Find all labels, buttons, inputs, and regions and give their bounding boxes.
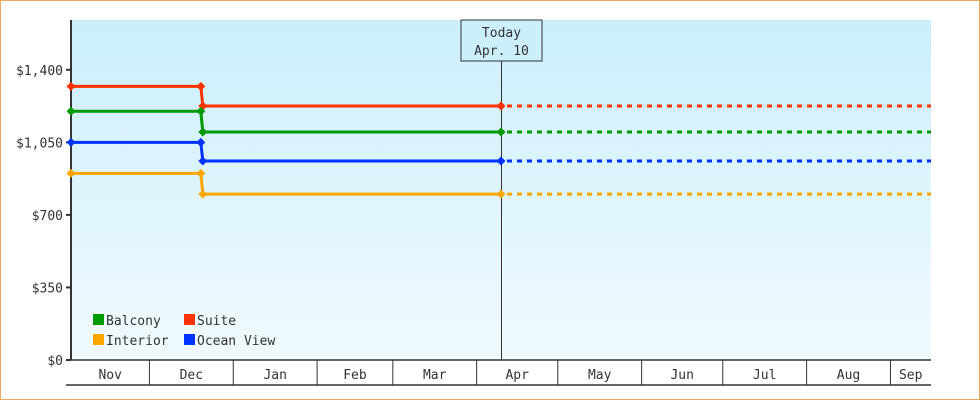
today-label: Today (482, 26, 521, 41)
data-point (196, 168, 206, 178)
y-axis: $0 $350 $700 $1,050 $1,400 (16, 20, 72, 369)
data-point (196, 81, 206, 91)
data-point (66, 168, 76, 178)
legend-label: Balcony (106, 314, 161, 329)
series-ocean-view (66, 137, 931, 166)
legend-swatch (184, 334, 195, 345)
x-tick-label: Mar (423, 368, 447, 383)
y-tick-label: $0 (47, 354, 63, 369)
x-tick-label: Apr (505, 368, 529, 383)
legend-swatch (93, 334, 104, 345)
series-group (66, 81, 931, 199)
legend-label: Suite (197, 314, 236, 329)
series-line (71, 109, 501, 134)
x-axis: Nov Dec Jan Feb Mar Apr May Jun Jul Aug Sep (66, 359, 931, 386)
data-point (196, 137, 206, 147)
series-suite (66, 81, 931, 111)
y-tick-label: $350 (32, 281, 63, 296)
series-line (71, 171, 501, 196)
data-point (196, 106, 206, 116)
legend-label: Interior (106, 334, 169, 349)
series-line (71, 140, 501, 163)
data-point (66, 137, 76, 147)
legend-swatch (184, 314, 195, 325)
series-interior (66, 168, 931, 199)
data-point (198, 156, 208, 166)
x-tick-label: Sep (899, 368, 923, 383)
x-tick-label: Aug (837, 368, 860, 383)
legend: Balcony Suite Interior Ocean View (93, 314, 275, 349)
x-tick-label: May (588, 368, 612, 383)
legend-label: Ocean View (197, 334, 275, 349)
x-tick-label: Jul (753, 368, 776, 383)
data-point (496, 101, 506, 111)
x-tick-label: Dec (180, 368, 203, 383)
x-tick-label: Jun (670, 368, 693, 383)
series-line (71, 84, 501, 108)
x-tick-label: Feb (343, 368, 367, 383)
y-tick-label: $700 (32, 209, 63, 224)
data-point (198, 127, 208, 137)
legend-swatch (93, 314, 104, 325)
series-balcony (66, 106, 931, 137)
today-date: Apr. 10 (474, 44, 529, 59)
data-point (496, 156, 506, 166)
data-point (198, 189, 208, 199)
today-marker: Today Apr. 10 (460, 19, 543, 360)
x-tick-label: Jan (263, 368, 286, 383)
y-tick-label: $1,400 (16, 64, 63, 79)
data-point (66, 106, 76, 116)
x-tick-label: Nov (98, 368, 122, 383)
data-point (66, 81, 76, 91)
y-tick-label: $1,050 (16, 136, 63, 151)
data-point (496, 127, 506, 137)
data-point (496, 189, 506, 199)
today-box (460, 19, 543, 62)
